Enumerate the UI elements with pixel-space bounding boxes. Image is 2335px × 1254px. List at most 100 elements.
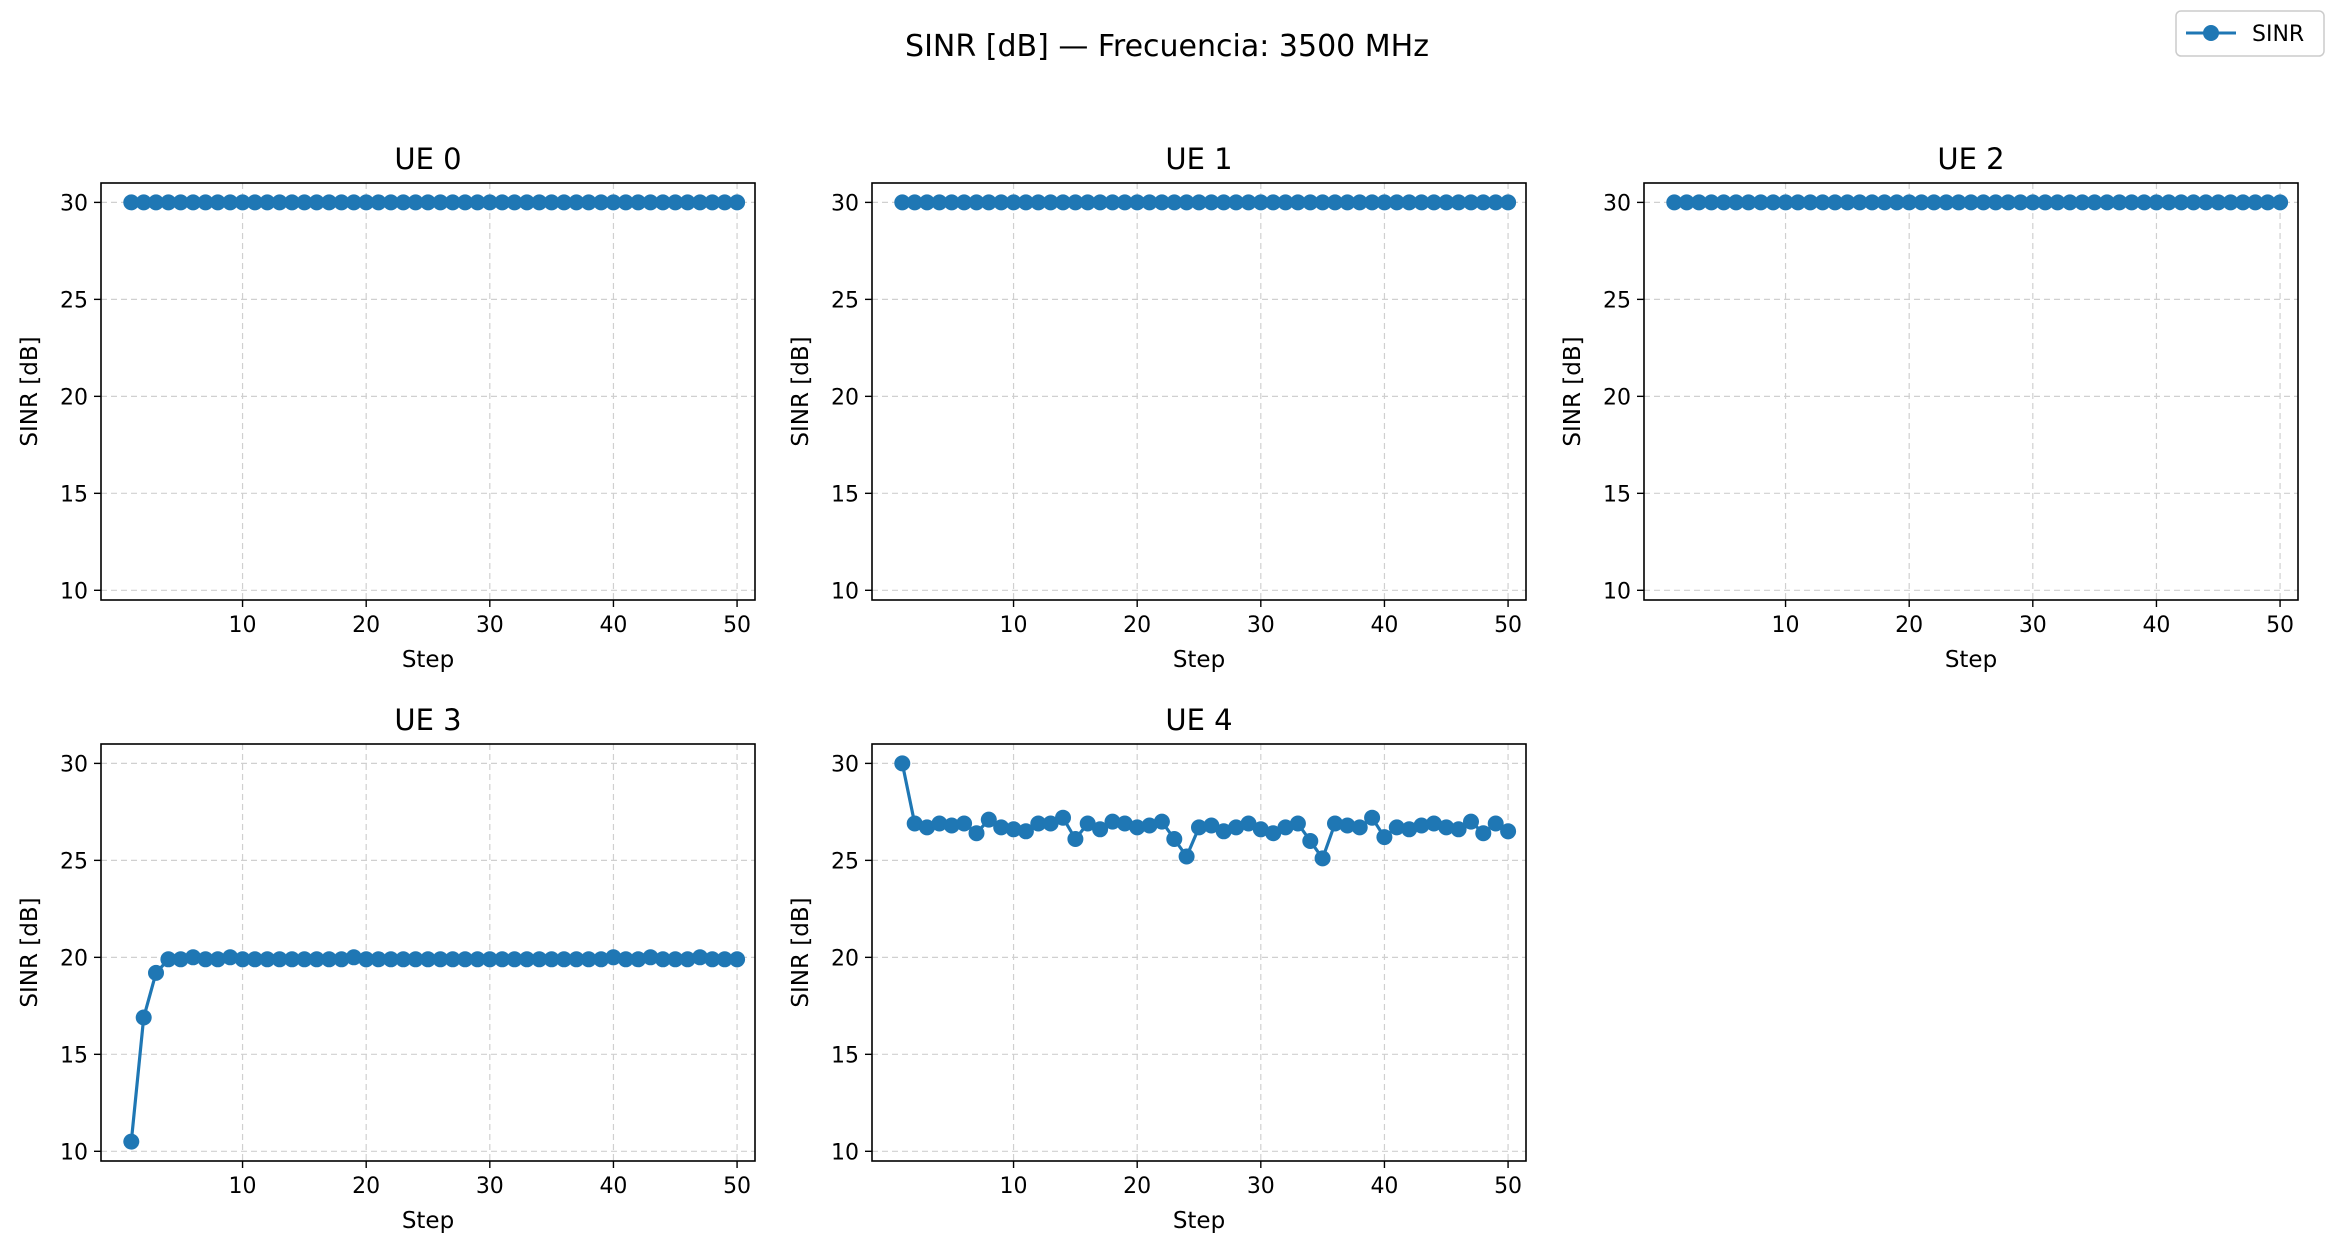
data-point	[1153, 194, 1170, 211]
data-point	[1975, 194, 1992, 211]
data-point	[494, 951, 511, 968]
data-point	[943, 817, 960, 834]
data-point	[1450, 194, 1467, 211]
data-point	[568, 194, 585, 211]
y-tick-label: 10	[60, 1140, 88, 1165]
data-point	[1092, 821, 1109, 838]
data-point	[1302, 833, 1319, 849]
data-point	[407, 194, 424, 211]
x-tick-label: 40	[2142, 613, 2170, 638]
data-point	[1129, 819, 1146, 836]
subplot-title: UE 4	[1165, 703, 1232, 737]
data-point	[296, 951, 313, 968]
data-point	[1425, 815, 1442, 832]
data-point	[956, 194, 973, 211]
data-point	[172, 194, 189, 211]
data-point	[1129, 194, 1146, 211]
data-point	[1666, 194, 1683, 211]
data-point	[2197, 194, 2214, 211]
y-tick-label: 15	[831, 1043, 859, 1068]
data-point	[2024, 194, 2041, 211]
data-point	[2247, 194, 2264, 211]
data-point	[2272, 194, 2289, 211]
data-point	[968, 825, 985, 842]
data-point	[1116, 815, 1133, 832]
data-point	[148, 194, 164, 211]
data-point	[345, 194, 362, 211]
data-point	[593, 951, 610, 968]
data-point	[568, 951, 585, 968]
y-tick-label: 25	[831, 849, 859, 874]
data-point	[333, 194, 350, 211]
data-point	[1438, 194, 1455, 211]
data-point	[1228, 819, 1245, 836]
data-point	[494, 194, 511, 211]
subplot-title: UE 3	[394, 703, 461, 737]
data-point	[919, 819, 935, 836]
data-point	[654, 951, 671, 968]
data-point	[1963, 194, 1979, 211]
data-point	[605, 949, 622, 966]
data-point	[1950, 194, 1967, 211]
data-point	[382, 951, 399, 968]
data-point	[1017, 823, 1034, 840]
data-point	[1475, 825, 1492, 842]
x-tick-label: 40	[1370, 613, 1398, 638]
subplot-ue-2: 10 20 30 40 50 10 15 20 25 30 UE 2 Step SINR [dB]	[1560, 142, 2299, 673]
data-point	[1141, 817, 1158, 834]
x-tick-label: 50	[2266, 613, 2294, 638]
x-tick-label: 20	[1895, 613, 1923, 638]
data-point	[1153, 813, 1170, 830]
x-axis-label: Step	[1945, 647, 1997, 673]
data-point	[123, 194, 140, 211]
subplot-ue-4: 10 20 30 40 50 10 15 20 25 30 UE 4 Step SINR [dB]	[788, 703, 1527, 1234]
data-point	[919, 194, 935, 211]
data-point	[2123, 194, 2140, 211]
data-point	[1864, 194, 1881, 211]
x-axis-label: Step	[1173, 1208, 1225, 1234]
data-point	[679, 951, 696, 968]
data-point	[321, 951, 338, 968]
x-tick-label: 30	[2019, 613, 2047, 638]
data-point	[2185, 194, 2202, 211]
data-point	[1901, 194, 1918, 211]
data-point	[1425, 194, 1442, 211]
data-point	[518, 951, 535, 968]
series-line-sinr	[129, 955, 738, 1142]
data-point	[222, 194, 239, 211]
y-tick-label: 30	[831, 191, 859, 216]
data-point	[271, 194, 288, 211]
data-point	[444, 951, 461, 968]
subplot-title: UE 2	[1937, 142, 2004, 176]
data-point	[2000, 194, 2017, 211]
axes-frame	[100, 743, 756, 1162]
x-axis-label: Step	[402, 1208, 454, 1234]
x-tick-label: 50	[1494, 1174, 1522, 1199]
x-tick-label: 10	[1000, 1174, 1028, 1199]
data-point	[284, 951, 300, 968]
data-point	[1500, 823, 1517, 840]
data-point	[543, 194, 560, 211]
subplot-title: UE 1	[1165, 142, 1232, 176]
x-tick-label: 40	[599, 613, 627, 638]
data-point	[1265, 825, 1282, 842]
data-point	[358, 951, 375, 968]
data-point	[2259, 194, 2276, 211]
data-point	[506, 194, 523, 211]
data-point	[1203, 817, 1220, 834]
data-point	[1752, 194, 1769, 211]
x-tick-label: 10	[229, 613, 257, 638]
data-point	[993, 819, 1010, 836]
data-point	[395, 951, 412, 968]
x-tick-label: 10	[1000, 613, 1028, 638]
data-point	[1814, 194, 1831, 211]
y-tick-label: 20	[831, 385, 859, 410]
data-point	[1339, 817, 1356, 834]
data-point	[296, 194, 313, 211]
data-point	[1289, 815, 1306, 832]
data-point	[481, 194, 498, 211]
data-point	[457, 194, 474, 211]
data-point	[2136, 194, 2153, 211]
data-point	[2210, 194, 2227, 211]
subplot-ue-1: 10 20 30 40 50 10 15 20 25 30 UE 1 Step SINR [dB]	[788, 142, 1527, 673]
